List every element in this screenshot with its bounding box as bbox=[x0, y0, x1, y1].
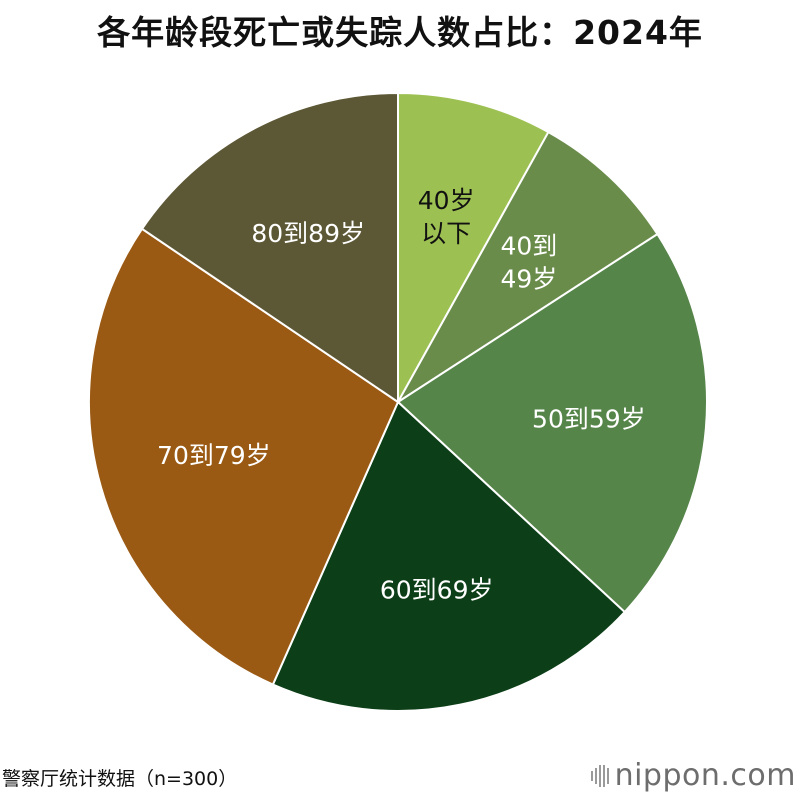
brand-logo[interactable]: nippon.com bbox=[590, 758, 796, 793]
brand-name: nippon.com bbox=[614, 758, 796, 793]
pie-slices bbox=[88, 91, 708, 712]
source-note: 警察厅统计数据（n=300） bbox=[2, 768, 238, 790]
pie-slice-4 bbox=[88, 227, 400, 686]
pie-slice-label-3: 60到69岁 bbox=[380, 576, 494, 605]
pie-slice-2 bbox=[396, 232, 708, 614]
pie-slice-5 bbox=[140, 91, 399, 404]
chart-title: 各年龄段死亡或失踪人数占比：2024年 bbox=[97, 13, 703, 52]
pie-slice-label-line: 40岁 bbox=[418, 186, 475, 215]
pie-slice-label-line: 80到89岁 bbox=[251, 219, 365, 248]
pie-slice-label-0: 40岁以下 bbox=[418, 186, 475, 248]
pie-slice-label-line: 49岁 bbox=[501, 265, 558, 294]
pie-slice-label-line: 40到 bbox=[501, 232, 558, 261]
pie-slice-1 bbox=[397, 130, 659, 403]
pie-slice-label-line: 60到69岁 bbox=[380, 576, 494, 605]
pie-slice-label-line: 50到59岁 bbox=[532, 405, 646, 434]
pie-slice-label-line: 以下 bbox=[421, 219, 471, 248]
pie-slice-0 bbox=[397, 91, 550, 406]
brand-bars-icon bbox=[590, 762, 609, 790]
pie-slice-3 bbox=[271, 400, 627, 712]
pie-slice-label-4: 70到79岁 bbox=[157, 441, 271, 470]
pie-slice-label-2: 50到59岁 bbox=[532, 405, 646, 434]
pie-slice-label-1: 40到 49岁 bbox=[501, 232, 558, 294]
pie-slice-label-line: 70到79岁 bbox=[157, 441, 271, 470]
pie-slice-label-5: 80到89岁 bbox=[251, 219, 365, 248]
